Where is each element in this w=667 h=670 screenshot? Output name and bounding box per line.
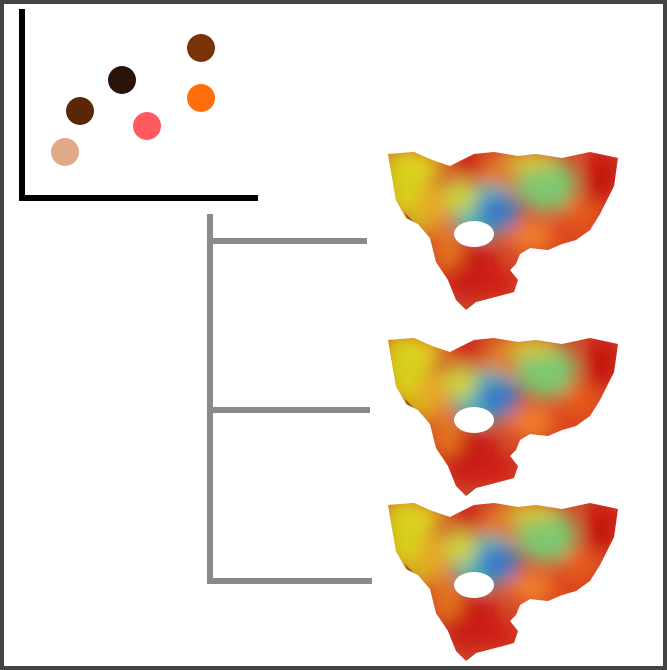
scatter-point [108, 66, 136, 94]
scatter-point [133, 112, 161, 140]
scatter-point [187, 84, 215, 112]
scatter-point [66, 97, 94, 125]
tree-connector [207, 214, 372, 584]
scatter-plot-icon [19, 9, 258, 201]
scatter-point [187, 34, 215, 62]
heatmap-surface-icon [382, 146, 622, 322]
scatter-point [51, 138, 79, 166]
heatmap-surface-icon [382, 332, 622, 508]
heatmap-surface-icon [382, 497, 622, 670]
